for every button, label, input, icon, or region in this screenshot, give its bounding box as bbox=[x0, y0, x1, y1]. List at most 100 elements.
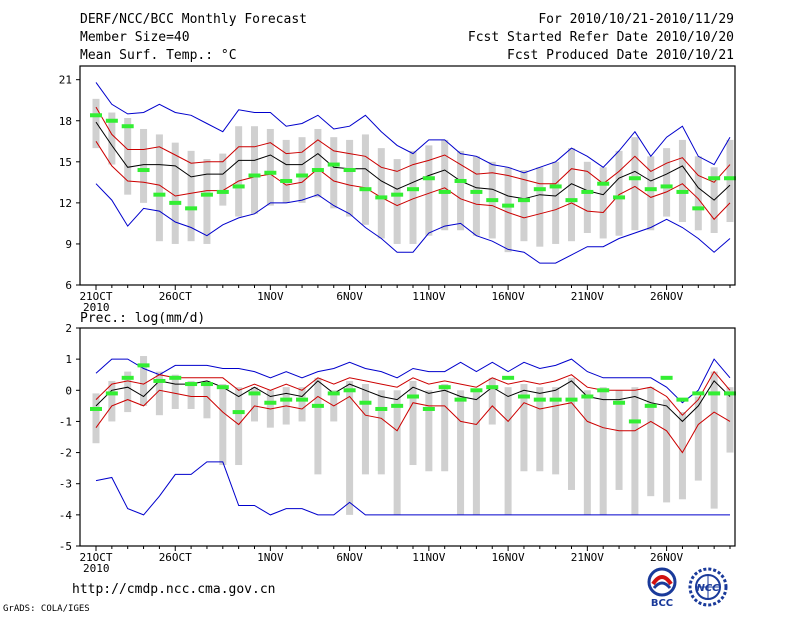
temp-member-marker bbox=[232, 184, 245, 189]
prec-y-tick-label: -5 bbox=[59, 540, 72, 553]
prec-member-marker bbox=[676, 397, 689, 402]
prec-y-tick-label: -2 bbox=[59, 447, 72, 460]
prec-member-marker bbox=[407, 394, 419, 399]
prec-range-bar bbox=[615, 390, 623, 490]
temp-member-marker bbox=[327, 162, 340, 167]
temp-member-marker bbox=[169, 200, 182, 205]
temp-range-bar bbox=[298, 137, 306, 203]
temp-member-marker bbox=[565, 198, 578, 203]
prec-range-bar bbox=[377, 390, 385, 475]
prec-range-bar bbox=[314, 377, 322, 475]
temp-range-bar bbox=[314, 128, 322, 198]
temp-range-bar bbox=[266, 128, 274, 206]
temp-range-bar bbox=[663, 148, 671, 217]
temp-member-marker bbox=[613, 195, 626, 200]
temp-range-bar bbox=[457, 150, 465, 231]
temp-y-tick-label: 15 bbox=[59, 156, 72, 169]
prec-member-marker bbox=[359, 400, 372, 405]
variable-label: Mean Surf. Temp.: °C bbox=[80, 48, 237, 63]
prec-range-bar bbox=[583, 390, 591, 515]
temp-x-tick-label: 16NOV bbox=[492, 290, 525, 303]
temp-frame bbox=[79, 65, 736, 286]
temp-y-tick-label: 9 bbox=[65, 238, 72, 251]
prec-x-tick-label: 6NOV bbox=[336, 551, 363, 564]
prec-range-bar bbox=[187, 380, 195, 409]
prec-range-bar bbox=[488, 377, 496, 425]
prec-member-marker bbox=[216, 385, 229, 390]
temp-member-marker bbox=[724, 176, 736, 181]
prec-frame bbox=[79, 327, 736, 547]
prec-range-bar bbox=[520, 384, 528, 472]
temp-range-bar bbox=[409, 150, 417, 244]
temp-range-bar bbox=[377, 148, 385, 239]
prec-member-marker bbox=[200, 382, 213, 387]
prec-range-bar bbox=[536, 387, 544, 472]
prec-upper-spread-line bbox=[95, 370, 731, 416]
prec-mean-line bbox=[95, 380, 731, 423]
temp-mean-line bbox=[95, 121, 731, 201]
prec-member-marker bbox=[153, 378, 166, 383]
bcc-logo: BCC bbox=[647, 567, 677, 608]
temp-y-tick-label: 6 bbox=[65, 279, 72, 292]
prec-range-bar bbox=[219, 384, 227, 466]
temp-range-bar bbox=[726, 139, 734, 223]
temp-y-tick-label: 18 bbox=[59, 115, 72, 128]
temp-y-tick-label: 21 bbox=[59, 74, 72, 87]
temp-member-marker bbox=[121, 124, 134, 129]
source-url[interactable]: http://cmdp.ncc.cma.gov.cn bbox=[72, 582, 276, 597]
prec-member-marker bbox=[391, 403, 404, 408]
temp-member-marker bbox=[470, 189, 483, 194]
prec-range-bar bbox=[361, 384, 369, 475]
forecast-period: For 2010/10/21-2010/11/29 bbox=[538, 12, 734, 27]
temp-member-marker bbox=[549, 184, 562, 189]
prec-x-tick-label: 26NOV bbox=[650, 551, 683, 564]
temp-range-bar bbox=[504, 167, 512, 253]
prec-member-marker bbox=[502, 375, 515, 380]
prec-range-bar bbox=[599, 387, 607, 515]
prec-range-bar bbox=[298, 387, 306, 422]
temp-range-bar bbox=[235, 126, 243, 217]
temp-range-bar bbox=[678, 139, 686, 223]
temp-min-line bbox=[95, 183, 731, 264]
prec-x-tick-label: 1NOV bbox=[257, 551, 284, 564]
temp-range-bar bbox=[615, 150, 623, 236]
prec-member-marker bbox=[549, 397, 562, 402]
prec-range-bar bbox=[678, 412, 686, 500]
temp-member-marker bbox=[454, 178, 467, 183]
prec-member-marker bbox=[708, 391, 721, 396]
temp-member-marker bbox=[200, 192, 213, 197]
prec-member-marker bbox=[105, 391, 118, 396]
temp-member-marker bbox=[90, 113, 102, 118]
temp-member-marker bbox=[185, 206, 198, 211]
prec-y-tick-label: -4 bbox=[59, 509, 73, 522]
prec-member-marker bbox=[613, 400, 626, 405]
prec-range-bar bbox=[568, 377, 575, 490]
ncc-logo-text: NCC bbox=[696, 583, 720, 594]
prec-range-bar bbox=[663, 399, 671, 503]
temp-member-marker bbox=[375, 195, 388, 200]
temp-range-bar bbox=[346, 139, 354, 217]
temp-member-marker bbox=[422, 176, 435, 181]
prec-member-marker bbox=[470, 388, 483, 393]
prec-member-marker bbox=[121, 375, 134, 380]
bcc-logo-arc bbox=[651, 575, 673, 586]
temp-panel: 6 9 12 15 18 21 21OCT 26OCT 1NOV 6NOV 11NOV 16NOV 21… bbox=[59, 65, 736, 314]
prec-range-bar bbox=[552, 387, 560, 475]
prec-x-tick-label: 21NOV bbox=[571, 551, 604, 564]
temp-range-bar bbox=[441, 139, 449, 231]
temp-member-marker bbox=[407, 187, 419, 192]
temp-member-marker bbox=[105, 118, 118, 123]
temp-range-bar bbox=[425, 145, 433, 236]
temp-member-marker bbox=[280, 178, 293, 183]
temp-member-marker bbox=[248, 173, 261, 178]
prec-member-marker bbox=[232, 410, 245, 415]
prec-member-marker bbox=[185, 382, 198, 387]
prec-member-marker bbox=[280, 397, 293, 402]
prec-panel-title: Prec.: log(mm/d) bbox=[80, 311, 205, 326]
forecast-produced-date: Fcst Produced Date 2010/10/21 bbox=[507, 48, 734, 63]
prec-member-marker bbox=[628, 419, 641, 424]
member-size-label: Member Size=40 bbox=[80, 30, 190, 45]
prec-member-marker bbox=[327, 391, 340, 396]
temp-year-label: 2010 bbox=[83, 301, 110, 314]
grads-credit: GrADS: COLA/IGES bbox=[3, 604, 90, 614]
